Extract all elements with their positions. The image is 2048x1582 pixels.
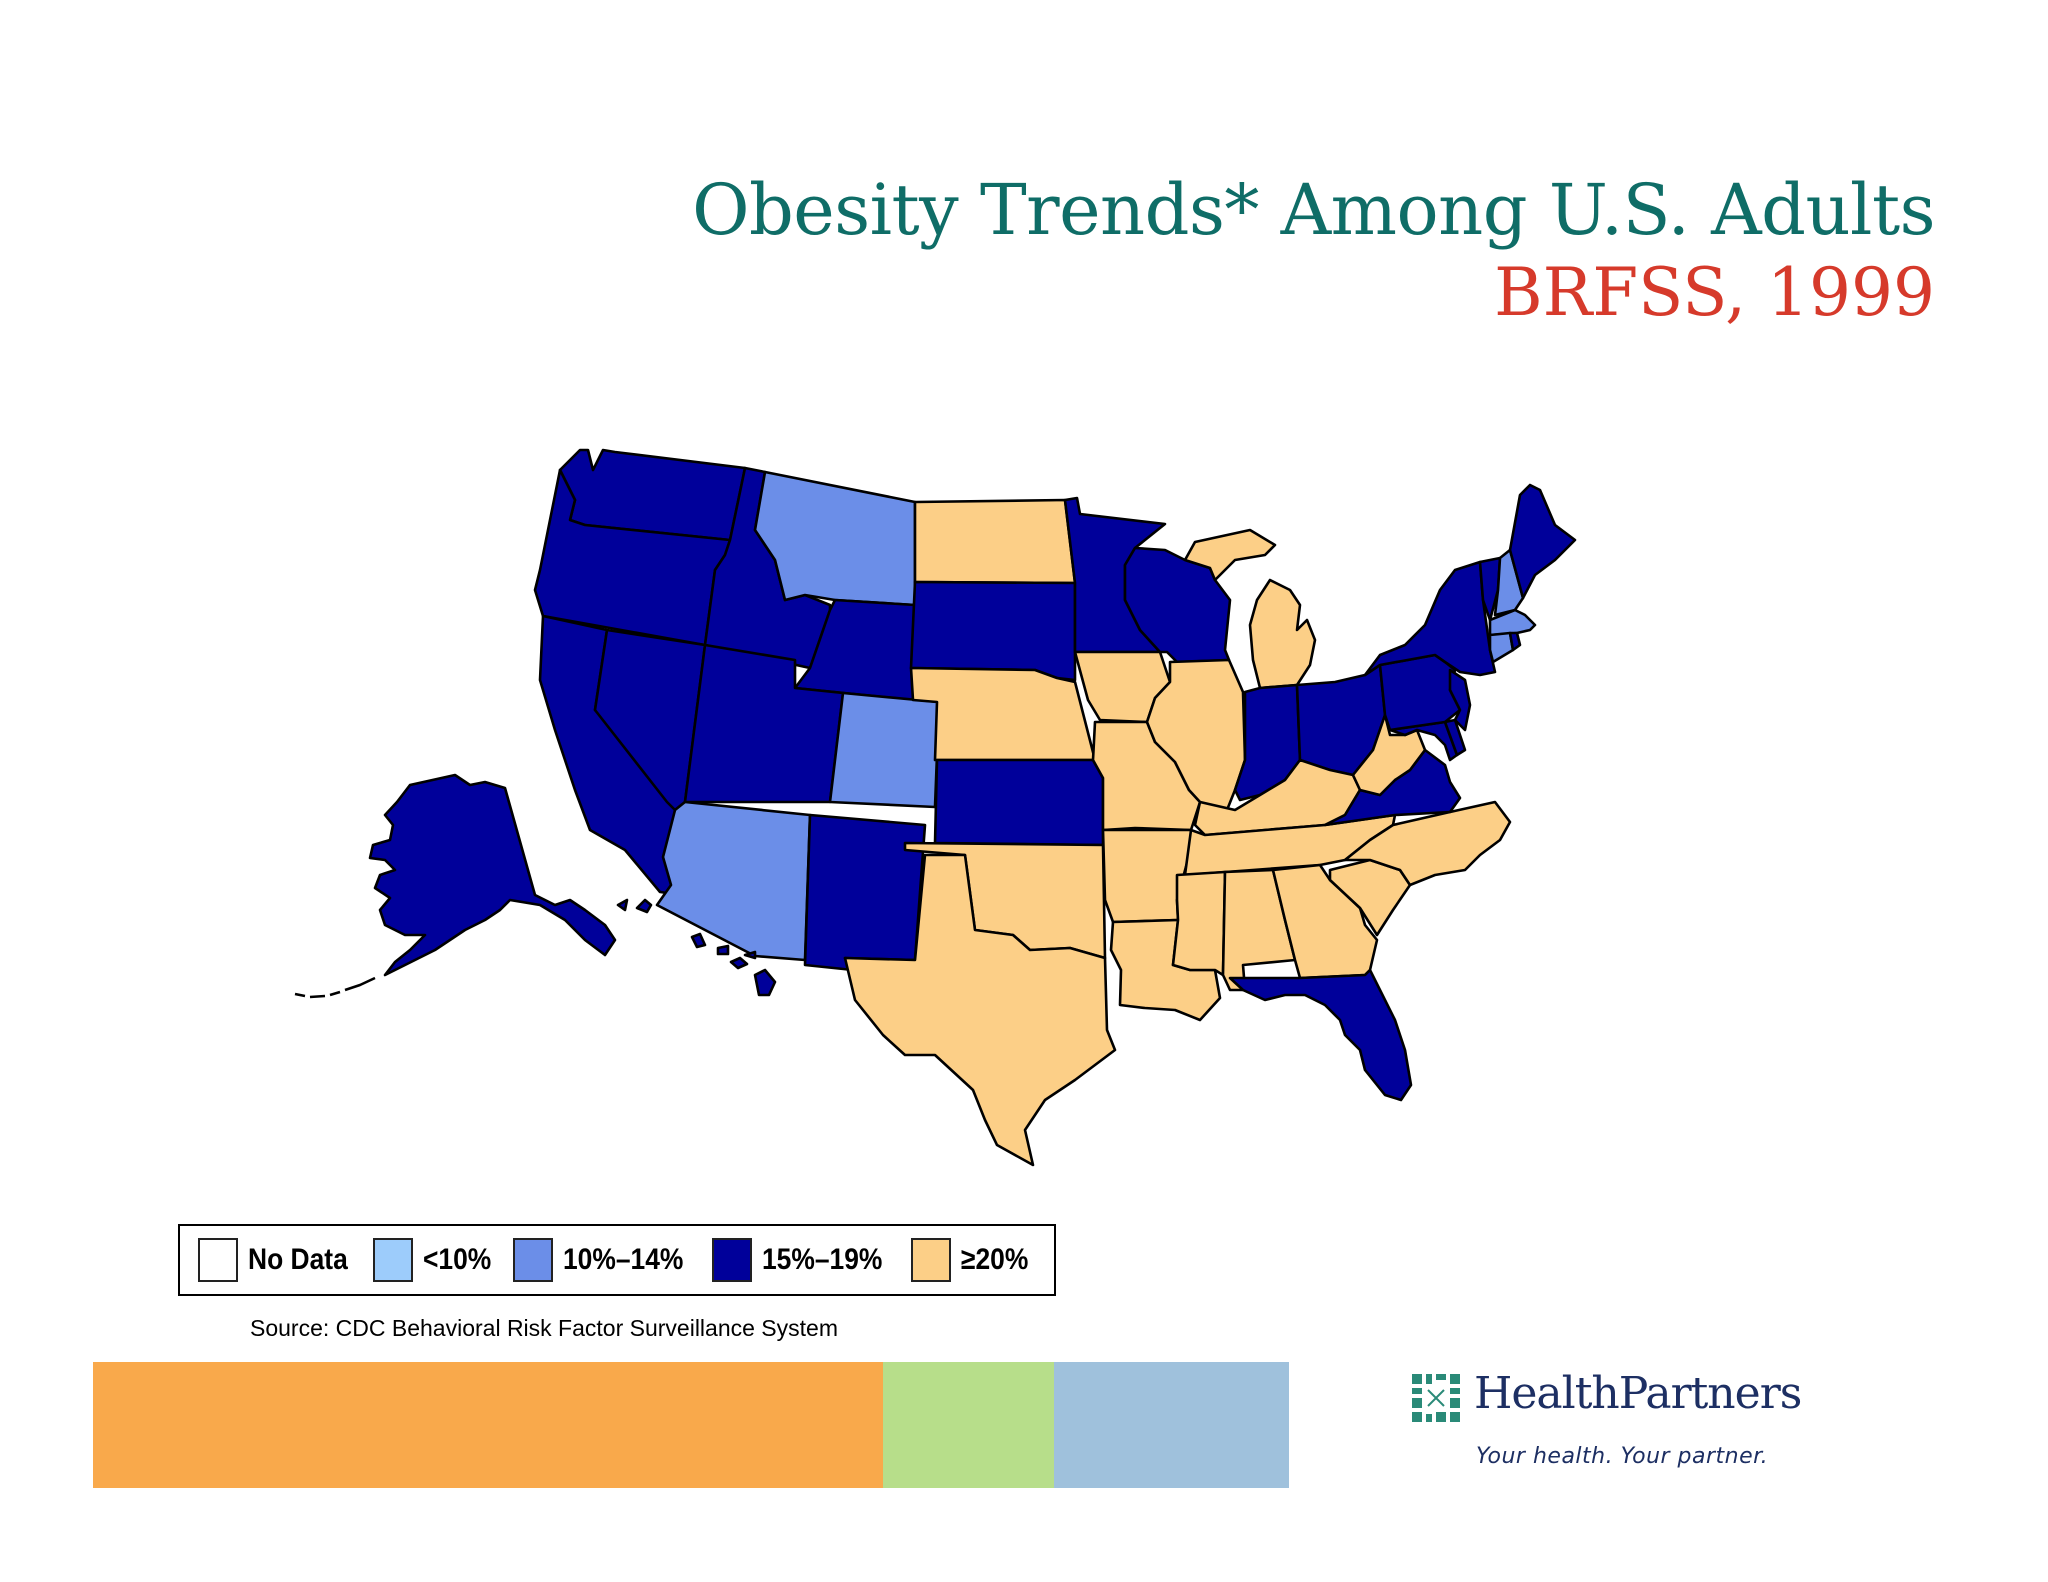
state-nc bbox=[1343, 800, 1512, 887]
state-ks bbox=[933, 758, 1105, 847]
healthpartners-logo: HealthPartners Your health. Your partner… bbox=[1412, 1368, 1822, 1488]
state-ri bbox=[1508, 631, 1522, 652]
legend-swatch bbox=[512, 1238, 553, 1282]
legend-label: No Data bbox=[248, 1243, 348, 1276]
color-band-orange bbox=[93, 1362, 883, 1488]
us-obesity-map bbox=[294, 448, 1577, 1167]
logo-name: HealthPartners bbox=[1474, 1368, 1802, 1419]
legend-item-no-data: No Data bbox=[198, 1238, 361, 1282]
state-de bbox=[1443, 718, 1467, 757]
state-hi bbox=[616, 898, 777, 997]
state-ne bbox=[909, 666, 1097, 762]
slide-title: Obesity Trends* Among U.S. Adults BRFSS,… bbox=[692, 172, 1935, 330]
color-band-blue bbox=[1054, 1362, 1289, 1488]
state-vt bbox=[1478, 556, 1502, 622]
legend: No Data <10% 10%–14% 15%–19% ≥20% bbox=[178, 1224, 1056, 1296]
state-ny bbox=[1363, 560, 1497, 677]
title-line-1: Obesity Trends* Among U.S. Adults bbox=[692, 169, 1935, 251]
state-nd bbox=[913, 498, 1077, 585]
legend-label: ≥20% bbox=[960, 1243, 1028, 1276]
state-co bbox=[828, 691, 941, 809]
title-line-2: BRFSS, 1999 bbox=[1494, 254, 1935, 331]
healthpartners-mark-icon bbox=[1412, 1374, 1460, 1422]
state-pa bbox=[1378, 653, 1462, 732]
source-note: Source: CDC Behavioral Risk Factor Surve… bbox=[250, 1315, 838, 1341]
legend-item-ge20: ≥20% bbox=[910, 1238, 1038, 1282]
logo-tagline: Your health. Your partner. bbox=[1476, 1444, 1769, 1469]
state-me bbox=[1508, 483, 1577, 600]
legend-swatch bbox=[711, 1238, 752, 1282]
state-nj bbox=[1448, 668, 1472, 732]
legend-swatch bbox=[373, 1238, 414, 1282]
state-ms bbox=[1171, 870, 1227, 977]
legend-label: <10% bbox=[423, 1243, 492, 1276]
legend-label: 10%–14% bbox=[562, 1243, 684, 1276]
state-nm bbox=[803, 813, 927, 972]
legend-swatch bbox=[198, 1238, 238, 1282]
state-sd bbox=[909, 580, 1077, 682]
legend-swatch bbox=[910, 1238, 951, 1282]
state-az bbox=[655, 800, 812, 962]
legend-item-15-19: 15%–19% bbox=[711, 1238, 899, 1282]
legend-label: 15%–19% bbox=[761, 1243, 883, 1276]
legend-item-lt10: <10% bbox=[373, 1238, 501, 1282]
color-band-green bbox=[883, 1362, 1054, 1488]
state-ga bbox=[1271, 863, 1379, 980]
state-fl bbox=[1228, 968, 1413, 1102]
state-ct bbox=[1488, 631, 1515, 664]
state-tx bbox=[843, 853, 1117, 1167]
state-il bbox=[1145, 658, 1247, 817]
state-mi bbox=[1183, 528, 1317, 690]
state-ak bbox=[294, 773, 617, 999]
legend-item-10-14: 10%–14% bbox=[512, 1238, 700, 1282]
